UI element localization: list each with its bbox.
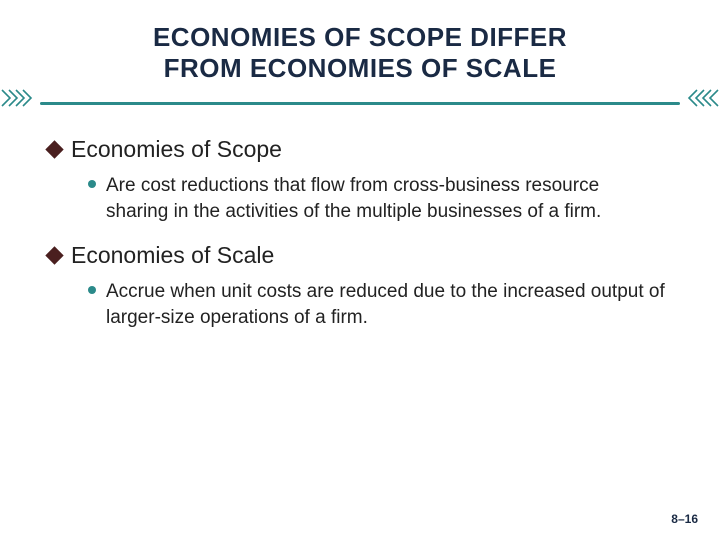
section-title: Economies of Scope: [71, 136, 282, 163]
dot-bullet-icon: [88, 180, 96, 188]
divider-line: [40, 102, 680, 105]
list-item: Are cost reductions that flow from cross…: [88, 173, 674, 224]
section-scope: Economies of Scope Are cost reductions t…: [46, 136, 674, 224]
dot-bullet-icon: [88, 286, 96, 294]
chevron-right-icon: [680, 88, 720, 108]
slide-number: 8–16: [671, 512, 698, 526]
slide: ECONOMIES OF SCOPE DIFFER FROM ECONOMIES…: [0, 0, 720, 540]
title-line-1: ECONOMIES OF SCOPE DIFFER: [80, 22, 640, 53]
section-head: Economies of Scope: [46, 136, 674, 163]
section-scale: Economies of Scale Accrue when unit cost…: [46, 242, 674, 330]
section-head: Economies of Scale: [46, 242, 674, 269]
diamond-bullet-icon: [45, 140, 63, 158]
bullet-text: Are cost reductions that flow from cross…: [106, 173, 666, 224]
title-divider: [40, 94, 680, 120]
chevron-left-icon: [0, 88, 40, 108]
slide-title: ECONOMIES OF SCOPE DIFFER FROM ECONOMIES…: [80, 22, 640, 84]
diamond-bullet-icon: [45, 247, 63, 265]
section-title: Economies of Scale: [71, 242, 274, 269]
bullet-text: Accrue when unit costs are reduced due t…: [106, 279, 666, 330]
title-line-2: FROM ECONOMIES OF SCALE: [80, 53, 640, 84]
list-item: Accrue when unit costs are reduced due t…: [88, 279, 674, 330]
slide-body: Economies of Scope Are cost reductions t…: [40, 136, 680, 331]
